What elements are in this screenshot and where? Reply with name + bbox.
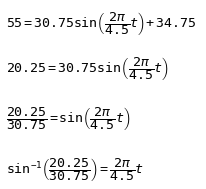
Text: $\sin^{-1}\!\left(\dfrac{20.25}{30.75}\right) = \dfrac{2\pi}{4.5}t$: $\sin^{-1}\!\left(\dfrac{20.25}{30.75}\r… — [6, 156, 144, 183]
Text: $\dfrac{20.25}{30.75} = \sin\!\left(\dfrac{2\pi}{4.5}t\right)$: $\dfrac{20.25}{30.75} = \sin\!\left(\dfr… — [6, 105, 131, 132]
Text: $55 = 30.75\sin\!\left(\dfrac{2\pi}{4.5}t\right)\!+34.75$: $55 = 30.75\sin\!\left(\dfrac{2\pi}{4.5}… — [6, 10, 196, 37]
Text: $20.25 = 30.75\sin\!\left(\dfrac{2\pi}{4.5}t\right)$: $20.25 = 30.75\sin\!\left(\dfrac{2\pi}{4… — [6, 56, 169, 82]
